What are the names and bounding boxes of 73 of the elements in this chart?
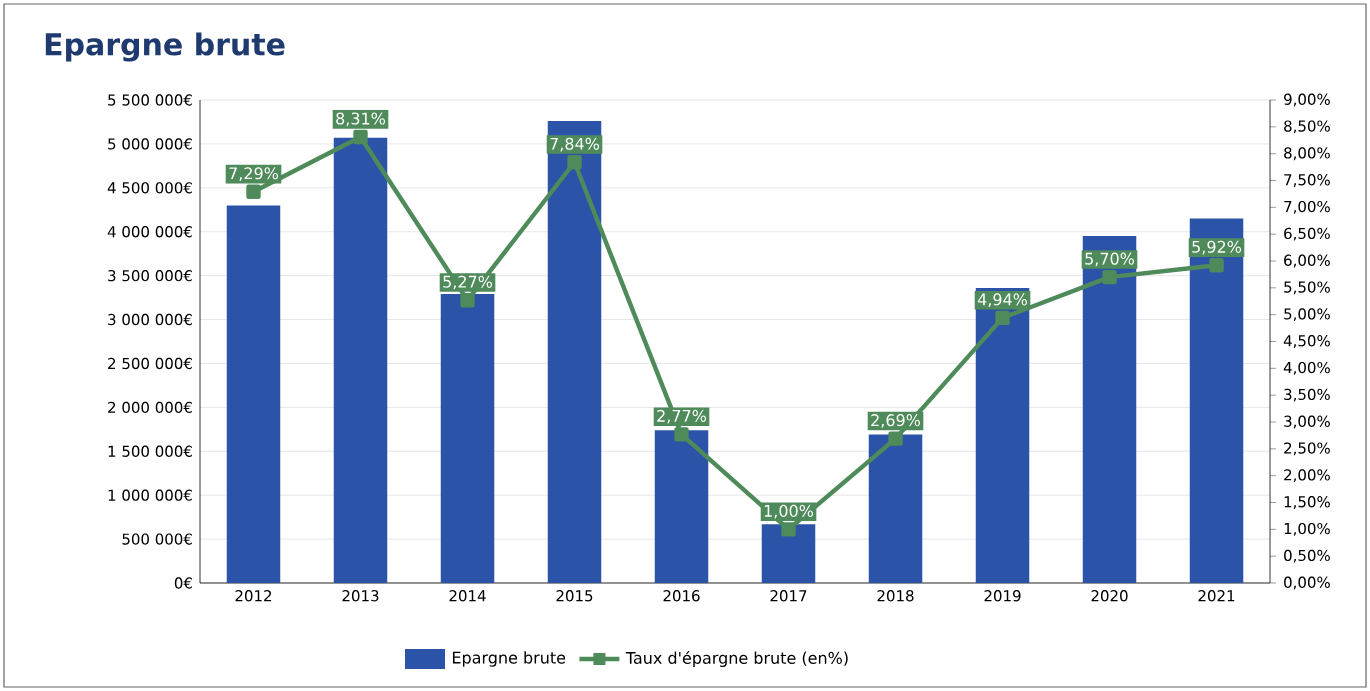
y2-tick-label: 6,00% bbox=[1284, 254, 1330, 268]
y2-tick-label: 8,00% bbox=[1284, 147, 1330, 161]
bar bbox=[654, 430, 709, 583]
y2-tick-label: 9,00% bbox=[1284, 93, 1330, 107]
point bbox=[246, 184, 261, 199]
bar bbox=[1082, 236, 1137, 583]
data-label: 1,00% bbox=[764, 504, 814, 519]
x-tick-label: 2020 bbox=[1091, 590, 1128, 602]
bar bbox=[1189, 218, 1244, 583]
data-label: 5,92% bbox=[1192, 240, 1242, 255]
bar bbox=[868, 434, 923, 583]
data-label: 7,84% bbox=[550, 137, 600, 152]
y2-tick-label: 0,50% bbox=[1284, 549, 1330, 563]
legend-label: Epargne brute bbox=[452, 651, 566, 667]
y-tick-label: 5 500 000€ bbox=[108, 94, 192, 106]
data-label: 5,70% bbox=[1085, 252, 1135, 267]
y2-tick-label: 4,00% bbox=[1283, 361, 1330, 375]
x-tick-label: 2012 bbox=[235, 590, 272, 602]
bar bbox=[547, 121, 602, 583]
y2-tick-label: 6,50% bbox=[1284, 227, 1330, 241]
y-tick-label: 500 000€ bbox=[122, 533, 192, 545]
y-tick-label: 2 500 000€ bbox=[108, 357, 192, 370]
y2-tick-label: 3,00% bbox=[1284, 415, 1330, 429]
point bbox=[888, 431, 903, 446]
point bbox=[674, 427, 689, 442]
x-tick-label: 2016 bbox=[663, 590, 700, 602]
chart-title: Epargne brute bbox=[45, 32, 285, 62]
y2-tick-label: 5,00% bbox=[1284, 308, 1330, 322]
y-tick-label: 5 000 000€ bbox=[108, 138, 192, 150]
data-label: 7,29% bbox=[229, 167, 279, 181]
x-tick-label: 2017 bbox=[770, 590, 807, 602]
data-label: 5,27% bbox=[443, 275, 493, 290]
y2-tick-label: 7,50% bbox=[1284, 174, 1330, 187]
x-tick-label: 2019 bbox=[984, 590, 1021, 602]
data-label: 2,69% bbox=[871, 414, 921, 428]
x-tick-label: 2015 bbox=[556, 590, 593, 602]
point bbox=[567, 155, 582, 170]
bar bbox=[333, 137, 388, 583]
data-label: 2,77% bbox=[657, 409, 707, 424]
x-tick-label: 2018 bbox=[877, 590, 914, 602]
y2-tick-label: 8,50% bbox=[1284, 120, 1330, 134]
y-tick-label: 3 500 000€ bbox=[108, 269, 192, 282]
bar bbox=[226, 205, 281, 583]
y2-tick-label: 4,50% bbox=[1283, 335, 1330, 348]
y2-tick-label: 3,50% bbox=[1284, 388, 1330, 402]
y-tick-label: 1 500 000€ bbox=[108, 445, 192, 457]
point bbox=[353, 129, 368, 145]
point bbox=[1209, 258, 1224, 273]
y-tick-label: 4 500 000€ bbox=[107, 182, 192, 194]
y2-tick-label: 2,00% bbox=[1284, 469, 1330, 483]
y2-tick-label: 1,50% bbox=[1284, 496, 1330, 509]
y2-tick-label: 2,50% bbox=[1284, 442, 1330, 456]
x-tick-label: 2014 bbox=[449, 590, 486, 602]
point bbox=[781, 522, 796, 537]
y-tick-label: 4 000 000€ bbox=[107, 226, 192, 238]
legend-label: Taux d'épargne brute (en%) bbox=[625, 650, 848, 668]
point bbox=[460, 292, 475, 308]
y-tick-label: 0€ bbox=[174, 577, 192, 589]
y2-tick-label: 0,00% bbox=[1284, 576, 1330, 590]
data-label: 4,94% bbox=[977, 293, 1028, 308]
y-tick-label: 2 000 000€ bbox=[108, 401, 192, 414]
data-label: 8,31% bbox=[336, 112, 386, 127]
x-tick-label: 2013 bbox=[342, 590, 379, 602]
y-tick-label: 1 000 000€ bbox=[108, 489, 192, 501]
point bbox=[1102, 269, 1117, 285]
y2-tick-label: 1,00% bbox=[1284, 522, 1330, 536]
y2-tick-label: 5,50% bbox=[1284, 281, 1330, 295]
y2-tick-label: 7,00% bbox=[1284, 200, 1330, 214]
bar bbox=[975, 287, 1030, 583]
point bbox=[995, 310, 1010, 326]
bar bbox=[761, 524, 816, 583]
y-tick-label: 3 000 000€ bbox=[108, 313, 192, 326]
x-tick-label: 2021 bbox=[1198, 590, 1235, 602]
